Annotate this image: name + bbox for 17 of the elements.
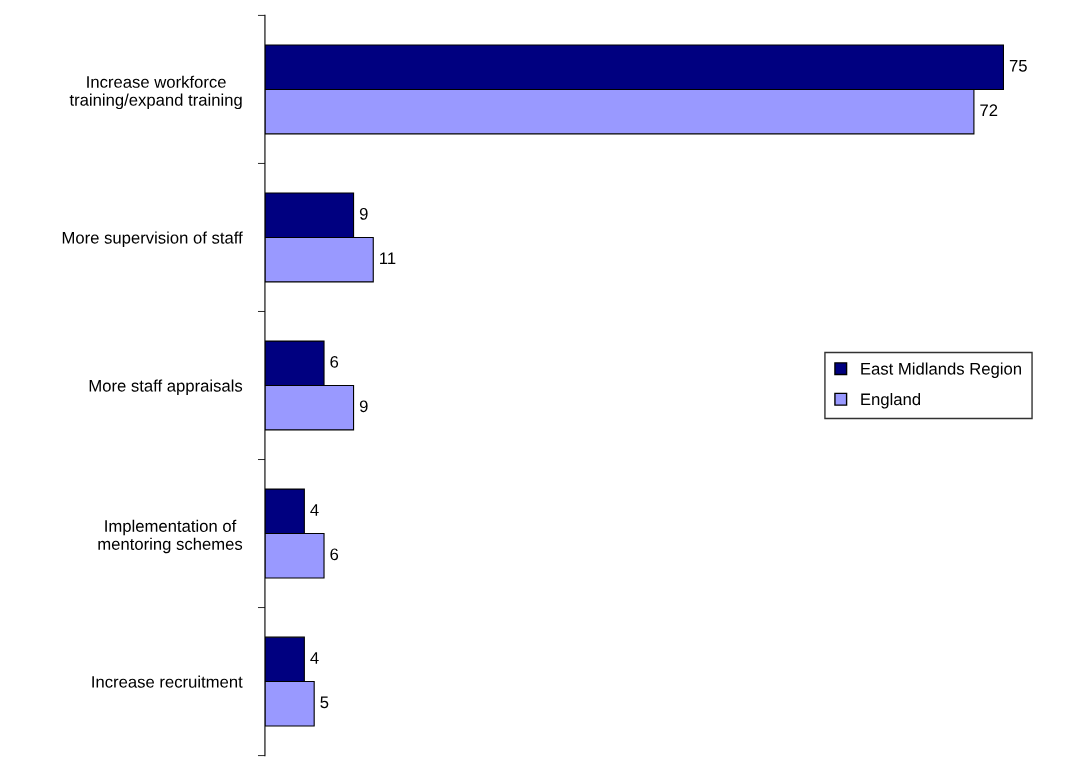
data-label: 75	[1009, 60, 1027, 72]
data-label: 4	[310, 504, 319, 516]
data-label: 4	[310, 652, 319, 664]
y-tick-label: More supervision of staff	[62, 231, 243, 247]
y-tick-label: Increase workforce training/expand training	[69, 75, 242, 110]
y-tick-label: Increase recruitment	[92, 675, 243, 688]
data-label: 6	[330, 355, 339, 368]
y-tick-label: Implementation of mentoring schemes	[98, 519, 243, 554]
legend-label: England	[861, 393, 921, 409]
data-label: 6	[330, 548, 339, 561]
y-tick-label: More staff appraisals	[89, 379, 243, 395]
data-label: 11	[380, 252, 396, 264]
data-label: 9	[359, 207, 368, 220]
data-label: 9	[359, 400, 368, 413]
data-label: 5	[320, 696, 329, 709]
legend-label: East Midlands Region	[861, 362, 1021, 378]
data-label: 72	[980, 104, 998, 116]
